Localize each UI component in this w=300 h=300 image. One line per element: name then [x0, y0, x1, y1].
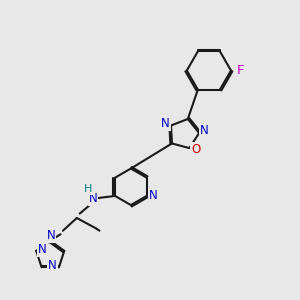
Text: N: N	[38, 243, 47, 256]
Text: N: N	[200, 124, 209, 137]
Text: O: O	[191, 143, 200, 156]
Text: N: N	[149, 189, 158, 203]
Text: H: H	[83, 184, 92, 194]
Text: N: N	[46, 229, 55, 242]
Text: N: N	[88, 192, 97, 206]
Text: N: N	[161, 117, 170, 130]
Text: F: F	[237, 64, 244, 77]
Text: N: N	[48, 259, 57, 272]
